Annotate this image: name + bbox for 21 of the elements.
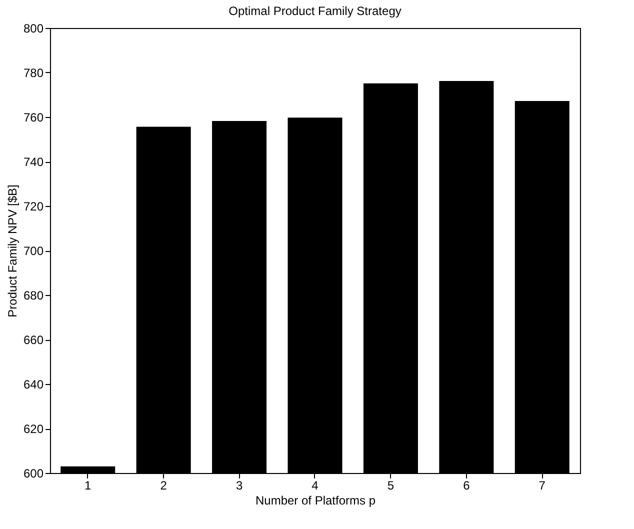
y-tick-label: 740 <box>23 155 44 169</box>
y-tick-label: 780 <box>23 66 44 80</box>
y-tick-label: 620 <box>23 422 44 436</box>
x-axis-title: Number of Platforms p <box>255 494 376 508</box>
y-tick-label: 640 <box>23 378 44 392</box>
y-tick-label: 660 <box>23 333 44 347</box>
x-tick-label: 5 <box>387 478 394 492</box>
y-axis-title: Product Family NPV [$B] <box>5 184 20 318</box>
x-tick-label: 1 <box>84 478 92 492</box>
x-tick-label: 6 <box>463 478 470 492</box>
x-tick-label: 2 <box>160 478 168 492</box>
chart-title: Optimal Product Family Strategy <box>228 4 402 18</box>
y-tick-label: 700 <box>23 244 44 258</box>
x-tick-label: 3 <box>236 478 243 492</box>
y-tick-label: 680 <box>23 288 44 302</box>
x-tick-label: 7 <box>538 478 546 492</box>
y-tick-label: 720 <box>23 200 44 214</box>
y-tick-label: 800 <box>23 22 44 36</box>
x-tick-label: 4 <box>312 478 319 492</box>
y-tick-label: 600 <box>23 466 44 480</box>
y-tick-label: 760 <box>23 110 44 124</box>
